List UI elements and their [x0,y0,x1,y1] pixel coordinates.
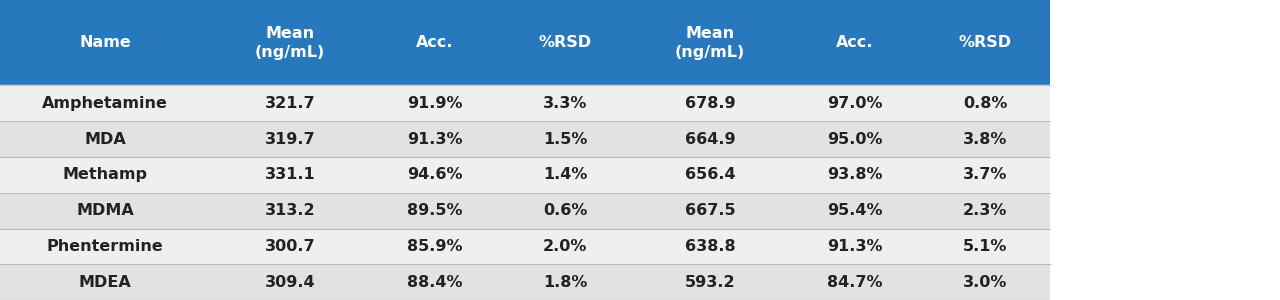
Bar [790,0,920,85]
Text: MDA: MDA [84,132,125,147]
Text: 321.7: 321.7 [265,96,315,111]
Bar [920,229,1050,264]
Bar [630,157,790,193]
Text: 91.3%: 91.3% [827,239,883,254]
Bar [210,85,370,121]
Bar [210,193,370,229]
Text: 3.3%: 3.3% [543,96,588,111]
Text: Acc.: Acc. [416,35,453,50]
Text: 309.4: 309.4 [265,274,315,290]
Bar [370,264,500,300]
Bar [370,121,500,157]
Text: Phentermine: Phentermine [46,239,164,254]
Text: 3.8%: 3.8% [963,132,1007,147]
Bar [920,85,1050,121]
Text: 656.4: 656.4 [685,167,735,182]
Bar [920,121,1050,157]
Bar [500,229,630,264]
Bar [210,264,370,300]
Text: 3.7%: 3.7% [963,167,1007,182]
Bar [630,229,790,264]
Text: 319.7: 319.7 [265,132,315,147]
Text: 593.2: 593.2 [685,274,735,290]
Bar [500,157,630,193]
Text: 300.7: 300.7 [265,239,315,254]
Text: 1.5%: 1.5% [543,132,588,147]
Text: 667.5: 667.5 [685,203,735,218]
Bar [790,264,920,300]
Bar [0,193,210,229]
Text: 91.3%: 91.3% [407,132,463,147]
Bar [790,121,920,157]
Text: 664.9: 664.9 [685,132,735,147]
Text: 1.4%: 1.4% [543,167,588,182]
Text: 313.2: 313.2 [265,203,315,218]
Text: 0.8%: 0.8% [963,96,1007,111]
Bar [630,85,790,121]
Bar [500,264,630,300]
Bar [630,0,790,85]
Bar [790,85,920,121]
Text: 3.0%: 3.0% [963,274,1007,290]
Text: Mean
(ng/mL): Mean (ng/mL) [675,26,745,59]
Text: 5.1%: 5.1% [963,239,1007,254]
Bar [0,85,210,121]
Text: Mean
(ng/mL): Mean (ng/mL) [255,26,325,59]
Text: 0.6%: 0.6% [543,203,588,218]
Bar [0,264,210,300]
Bar [0,0,210,85]
Text: 97.0%: 97.0% [827,96,883,111]
Bar [920,264,1050,300]
Text: Methamp: Methamp [63,167,147,182]
Text: 2.0%: 2.0% [543,239,588,254]
Bar [370,193,500,229]
Bar [370,157,500,193]
Bar [920,157,1050,193]
Text: 85.9%: 85.9% [407,239,463,254]
Text: 95.4%: 95.4% [827,203,883,218]
Bar [500,121,630,157]
Text: 1.8%: 1.8% [543,274,588,290]
Text: %RSD: %RSD [539,35,591,50]
Text: 2.3%: 2.3% [963,203,1007,218]
Text: Amphetamine: Amphetamine [42,96,168,111]
Text: 93.8%: 93.8% [827,167,883,182]
Text: 95.0%: 95.0% [827,132,883,147]
Text: 89.5%: 89.5% [407,203,463,218]
Text: %RSD: %RSD [959,35,1011,50]
Text: Name: Name [79,35,131,50]
Bar [630,264,790,300]
Bar [500,193,630,229]
Text: 88.4%: 88.4% [407,274,463,290]
Bar [920,193,1050,229]
Text: 678.9: 678.9 [685,96,735,111]
Bar [0,121,210,157]
Text: 638.8: 638.8 [685,239,735,254]
Text: 84.7%: 84.7% [827,274,883,290]
Text: Acc.: Acc. [836,35,874,50]
Bar [210,157,370,193]
Bar [630,193,790,229]
Bar [790,193,920,229]
Bar [0,229,210,264]
Bar [500,85,630,121]
Bar [210,0,370,85]
Bar [790,157,920,193]
Bar [370,85,500,121]
Bar [210,121,370,157]
Text: 91.9%: 91.9% [407,96,463,111]
Bar [370,0,500,85]
Text: MDEA: MDEA [78,274,132,290]
Bar [630,121,790,157]
Bar [500,0,630,85]
Text: 331.1: 331.1 [265,167,315,182]
Bar [370,229,500,264]
Bar [920,0,1050,85]
Text: MDMA: MDMA [76,203,134,218]
Text: 94.6%: 94.6% [407,167,463,182]
Bar [790,229,920,264]
Bar [0,157,210,193]
Bar [210,229,370,264]
